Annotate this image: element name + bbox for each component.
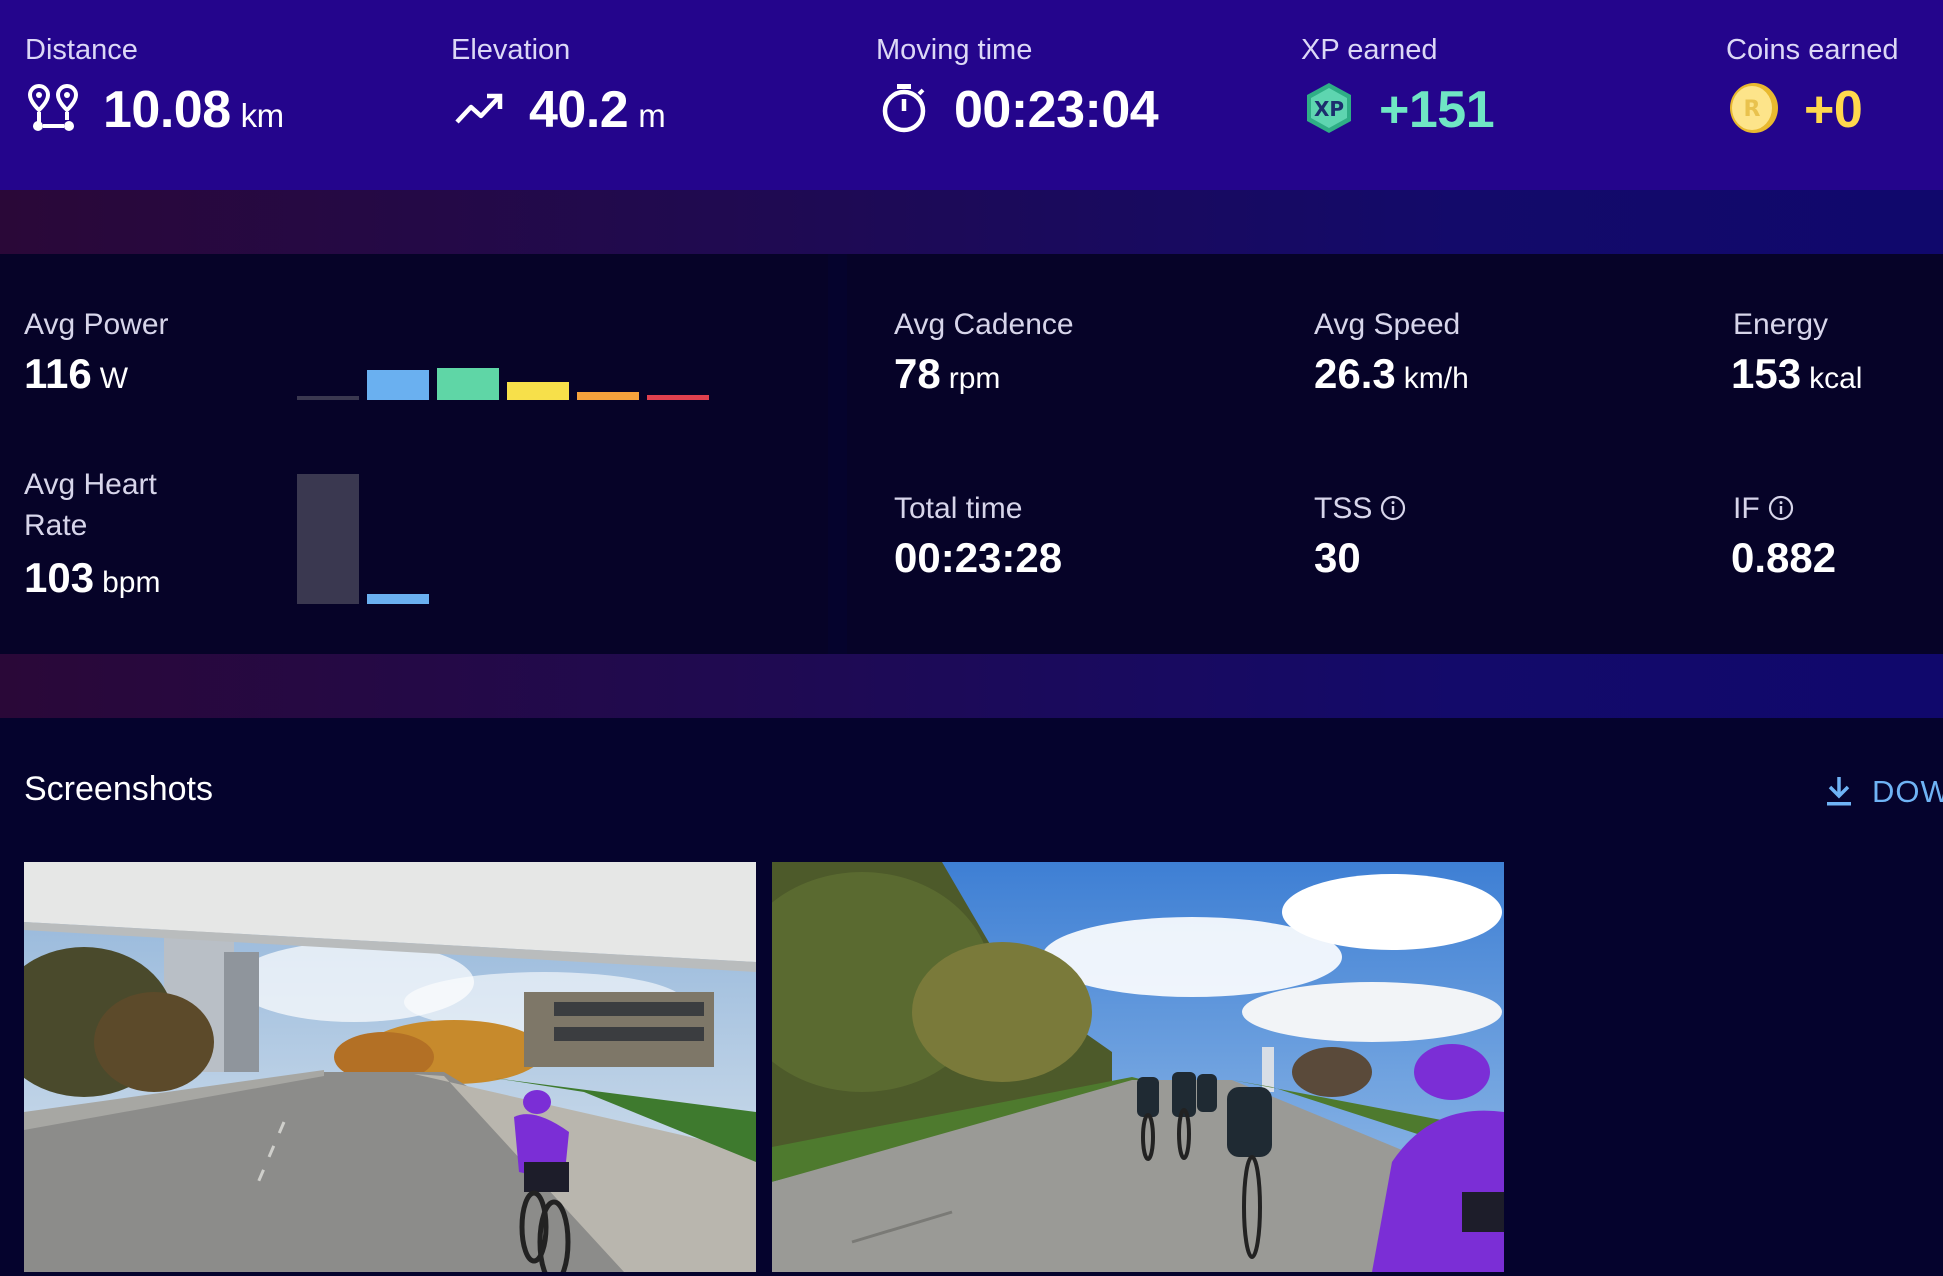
xp-badge-icon: XP — [1307, 83, 1351, 133]
screenshots-title: Screenshots — [24, 770, 213, 808]
xp-earned-label: XP earned — [1301, 34, 1438, 66]
avg-power-label: Avg Power — [24, 308, 169, 341]
coin-icon: R — [1730, 83, 1778, 133]
tss-label: TSS — [1314, 488, 1406, 529]
if-label: IF — [1733, 488, 1794, 529]
energy-value: 153 kcal — [1731, 350, 1863, 397]
ride-metrics-panel: Avg Cadence 78 rpm Avg Speed 26.3 km/h Ene… — [847, 254, 1943, 654]
zone-bar — [647, 395, 709, 400]
ride-screenshot-image — [772, 862, 1504, 1272]
avg-power-value: 116 W — [24, 350, 129, 397]
svg-text:XP: XP — [1314, 97, 1344, 121]
xp-earned-value: +151 — [1379, 81, 1495, 139]
zone-bar — [437, 368, 499, 400]
total-time-label: Total time — [894, 492, 1023, 525]
distance-label: Distance — [25, 34, 138, 66]
if-value: 0.882 — [1731, 534, 1837, 581]
coins-earned-value: +0 — [1804, 81, 1863, 139]
elevation-label: Elevation — [451, 34, 571, 66]
divider-band — [0, 190, 1943, 254]
moving-time-label: Moving time — [876, 34, 1033, 66]
route-icon — [27, 83, 79, 131]
tss-value: 30 — [1314, 534, 1361, 581]
ride-screenshot-image — [24, 862, 756, 1272]
avg-cadence-value: 78 rpm — [894, 350, 1001, 397]
zone-bar — [297, 396, 359, 400]
divider-band — [0, 654, 1943, 718]
distance-value: 10.08 km — [103, 81, 284, 139]
avg-heart-rate-value: 103 bpm — [24, 554, 161, 601]
ride-summary-bar: Distance 10.08 km Elevation 40.2 m Moving … — [0, 0, 1943, 190]
info-icon[interactable] — [1380, 495, 1406, 521]
zone-bar — [367, 594, 429, 604]
avg-speed-label: Avg Speed — [1314, 308, 1461, 341]
zone-bar — [367, 370, 429, 400]
zone-bar — [577, 392, 639, 400]
total-time-value: 00:23:28 — [894, 534, 1063, 581]
zone-bar — [507, 382, 569, 400]
avg-speed-value: 26.3 km/h — [1314, 350, 1469, 397]
zone-bar — [297, 474, 359, 604]
moving-time-value: 00:23:04 — [954, 81, 1159, 139]
stopwatch-icon — [882, 84, 926, 133]
download-icon — [1827, 776, 1851, 806]
svg-text:R: R — [1744, 97, 1761, 122]
download-label: DOW — [1872, 774, 1943, 809]
coins-earned-label: Coins earned — [1726, 34, 1899, 66]
elevation-value: 40.2 m — [529, 81, 666, 139]
info-icon[interactable] — [1768, 495, 1794, 521]
energy-label: Energy — [1733, 308, 1829, 341]
power-hr-panel: Avg Power 116 W Avg Heart Rate 103 bpm — [0, 254, 828, 654]
download-button[interactable]: DOW — [1826, 774, 1943, 810]
trending-up-icon — [455, 93, 503, 124]
ride-screenshot[interactable] — [24, 862, 756, 1272]
ride-screenshot[interactable] — [772, 862, 1504, 1272]
avg-cadence-label: Avg Cadence — [894, 308, 1074, 341]
avg-heart-rate-label: Avg Heart Rate — [24, 468, 157, 542]
